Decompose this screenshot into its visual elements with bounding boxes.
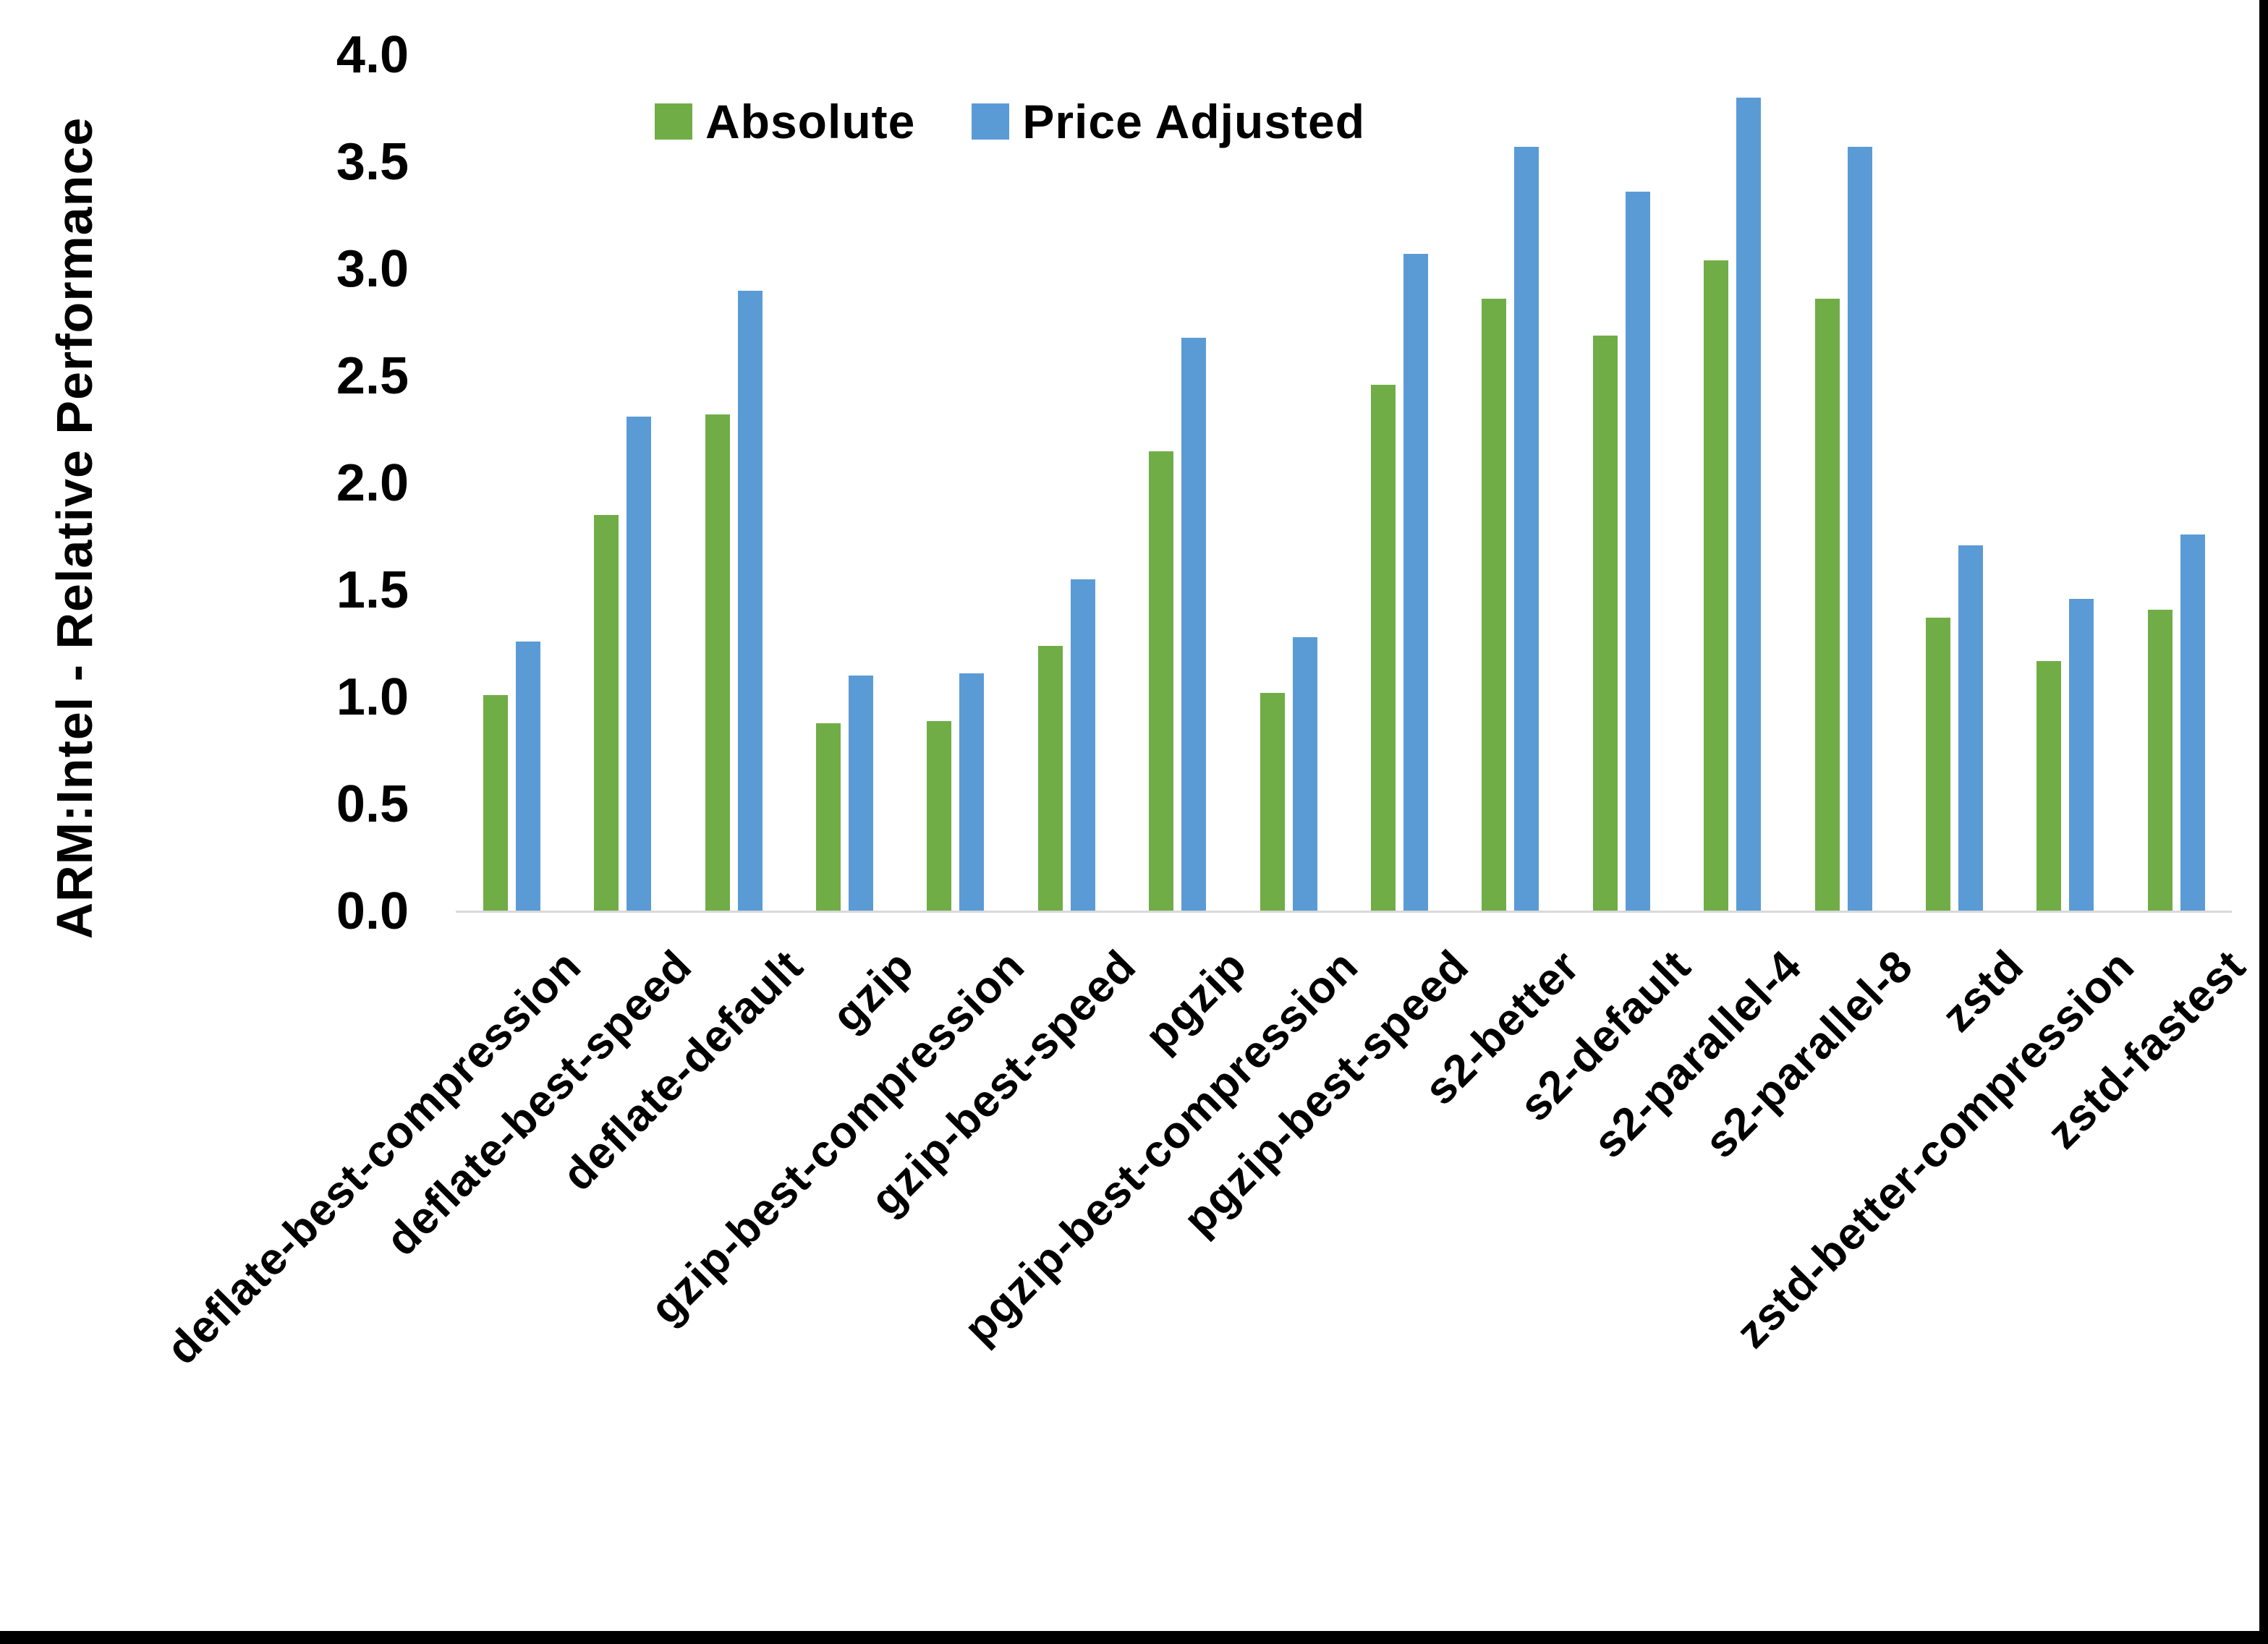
y-tick-label: 0.0: [336, 882, 409, 940]
y-tick-label: 4.0: [336, 26, 409, 84]
x-category-label-deflate-best-compression: deflate-best-compression: [156, 940, 591, 1374]
bar-price-adjusted-pgzip: [1181, 338, 1207, 911]
y-tick-label: 0.5: [336, 775, 409, 833]
x-category-label-zstd: zstd: [1932, 940, 2034, 1042]
bar-absolute-s2-default: [1592, 336, 1618, 911]
y-tick-label: 2.0: [336, 454, 409, 512]
bar-price-adjusted-pgzip-best-compression: [1292, 637, 1317, 911]
y-tick-label: 2.5: [336, 347, 409, 405]
bar-price-adjusted-gzip-best-compression: [959, 673, 985, 911]
bar-price-adjusted-zstd-fastest: [2180, 534, 2205, 911]
bar-absolute-zstd: [1925, 618, 1950, 911]
legend-item-price-adjusted: Price Adjusted: [972, 94, 1365, 149]
bar-absolute-pgzip-best-speed: [1370, 385, 1396, 911]
y-axis-title: ARM:Intel - Relative Performance: [46, 116, 103, 940]
y-tick-label: 1.0: [336, 668, 409, 726]
y-tick-label: 1.5: [336, 561, 409, 619]
bar-price-adjusted-deflate-best-speed: [627, 417, 652, 911]
bar-absolute-pgzip-best-compression: [1260, 693, 1285, 911]
legend-label-price-adjusted: Price Adjusted: [1022, 95, 1366, 148]
bar-price-adjusted-pgzip-best-speed: [1403, 254, 1428, 911]
bar-absolute-gzip-best-compression: [927, 721, 952, 911]
screenshot-frame-right: [2259, 0, 2268, 1644]
x-axis-line: [456, 911, 2232, 913]
y-tick-label: 3.5: [336, 133, 409, 191]
bar-absolute-zstd-better-compression: [2036, 661, 2062, 911]
bar-price-adjusted-zstd-better-compression: [2069, 599, 2094, 911]
bar-price-adjusted-deflate-best-compression: [515, 642, 540, 911]
y-tick-label: 3.0: [336, 240, 409, 298]
legend-item-absolute: Absolute: [655, 94, 915, 149]
bar-absolute-deflate-default: [705, 414, 730, 911]
bar-price-adjusted-s2-parallel-4: [1736, 98, 1762, 911]
bar-price-adjusted-s2-better: [1514, 147, 1539, 911]
bar-price-adjusted-gzip: [848, 676, 873, 911]
bar-absolute-deflate-best-compression: [483, 695, 508, 911]
screenshot-frame-bottom: [0, 1631, 2268, 1644]
x-category-label-gzip: gzip: [823, 940, 924, 1042]
bar-price-adjusted-deflate-default: [737, 291, 763, 911]
bar-price-adjusted-zstd: [1958, 545, 1983, 911]
legend: Absolute Price Adjusted: [655, 94, 1365, 149]
bar-absolute-s2-better: [1482, 299, 1507, 911]
bar-absolute-s2-parallel-4: [1704, 260, 1729, 911]
legend-label-absolute: Absolute: [705, 95, 916, 148]
bar-absolute-deflate-best-speed: [594, 515, 619, 911]
bar-price-adjusted-s2-parallel-8: [1847, 147, 1872, 911]
legend-swatch-price-adjusted-icon: [972, 103, 1010, 140]
bar-absolute-pgzip: [1149, 451, 1174, 911]
bar-absolute-s2-parallel-8: [1814, 299, 1840, 911]
bar-absolute-gzip-best-speed: [1037, 646, 1063, 911]
bar-absolute-gzip: [815, 723, 841, 911]
bar-price-adjusted-s2-default: [1625, 192, 1650, 911]
bar-absolute-zstd-fastest: [2147, 610, 2173, 911]
bar-price-adjusted-gzip-best-speed: [1070, 579, 1095, 911]
legend-swatch-absolute-icon: [655, 103, 692, 140]
